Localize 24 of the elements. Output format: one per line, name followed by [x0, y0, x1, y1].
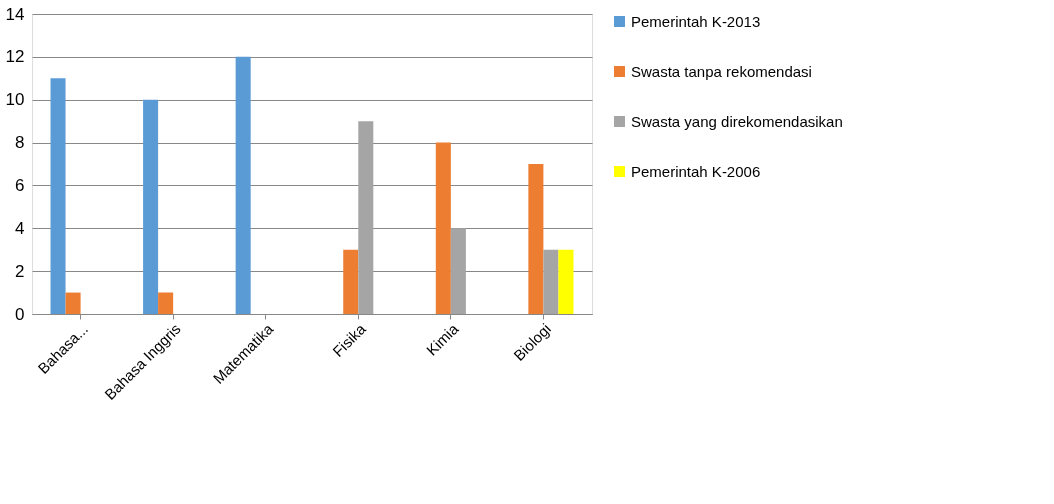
- bar: [558, 249, 574, 314]
- bar: [543, 249, 559, 314]
- bar: [528, 164, 544, 314]
- bar: [158, 292, 174, 314]
- bar: [358, 121, 374, 314]
- y-tick-label: 14: [5, 4, 25, 24]
- y-tick-label: 6: [15, 175, 25, 195]
- bar: [50, 78, 66, 314]
- bar: [435, 142, 451, 314]
- legend-label: Pemerintah K-2006: [631, 162, 761, 180]
- legend-label: Pemerintah K-2013: [631, 12, 761, 30]
- y-tick-label: 4: [15, 218, 25, 238]
- bar: [65, 292, 81, 314]
- bar: [450, 228, 466, 314]
- y-tick-label: 2: [15, 261, 25, 281]
- legend-label: Swasta yang direkomendasikan: [631, 112, 843, 130]
- bar: [235, 56, 251, 314]
- bar: [143, 99, 159, 314]
- y-tick-label: 12: [5, 47, 25, 67]
- y-tick-label: 8: [15, 133, 25, 153]
- bar: [343, 249, 359, 314]
- legend-label: Swasta tanpa rekomendasi: [631, 62, 812, 80]
- y-tick-label: 0: [15, 304, 25, 324]
- y-tick-label: 10: [5, 90, 25, 110]
